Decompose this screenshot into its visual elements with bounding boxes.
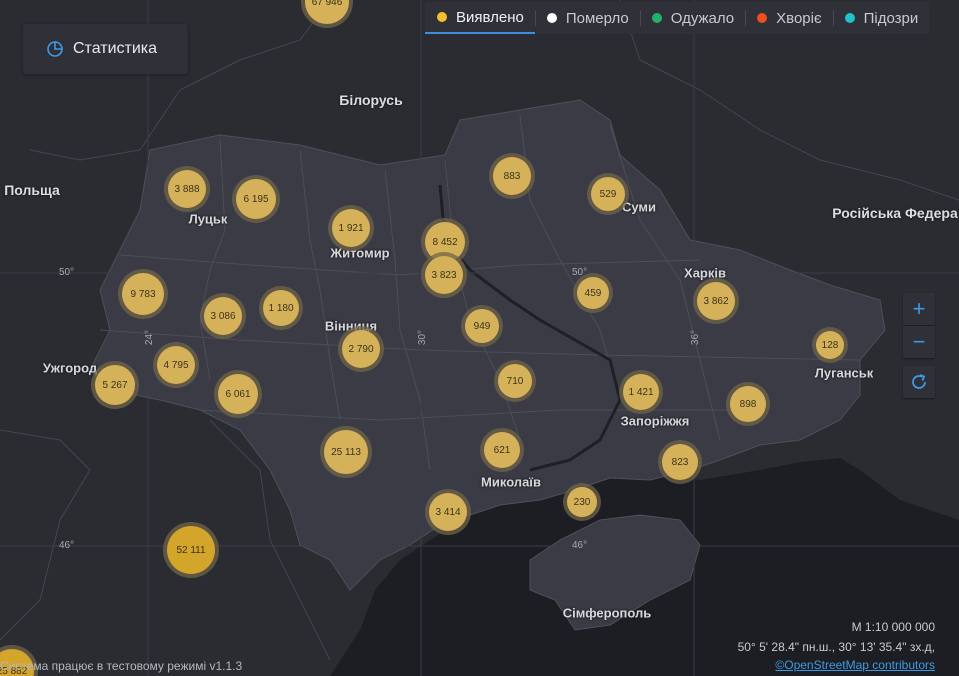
cluster-marker[interactable]: 5 267 [95,365,135,405]
city-label-mykolaiv: Миколаїв [481,474,541,490]
legend-tab-deaths[interactable]: Померло [534,2,640,34]
system-status-text: Система працює в тестовому режимі v1.1.3 [0,659,243,673]
cluster-marker[interactable]: 128 [816,331,844,359]
legend-tab-detected[interactable]: Виявлено [425,2,535,34]
cluster-marker[interactable]: 883 [493,157,531,195]
legend-label: Померло [565,9,629,27]
cluster-marker[interactable]: 2 790 [342,330,380,368]
cursor-coordinates: 50° 5' 28.4" пн.ш., 30° 13' 35.4" зх.д, [737,640,935,654]
plus-icon: + [912,296,926,321]
cluster-marker[interactable]: 1 180 [263,290,299,326]
dot-icon [651,13,662,23]
country-label-russia: Російська Федера [832,205,958,221]
legend-tabs: Виявлено Померло Одужало Хворіє Підозри [425,2,930,34]
cluster-marker[interactable]: 1 421 [623,374,659,410]
dot-icon [546,13,557,23]
city-label-luhansk: Луганськ [814,365,874,381]
osm-attribution-link[interactable]: ©OpenStreetMap contributors [775,658,935,672]
cluster-marker[interactable]: 823 [662,444,698,480]
reset-icon [912,374,926,389]
dot-icon [844,13,855,23]
cluster-marker[interactable]: 1 921 [332,209,370,247]
legend-label: Одужало [670,9,735,27]
grid-label-lon36: 36° [690,329,702,346]
cluster-marker[interactable]: 459 [577,277,609,309]
cluster-marker[interactable]: 9 783 [122,273,164,315]
dot-icon [437,12,447,22]
grid-label-lon30: 30° [417,329,429,346]
legend-label: Виявлено [456,8,524,26]
cluster-marker[interactable]: 710 [498,364,532,398]
pie-chart-icon [46,40,64,58]
city-label-kharkiv: Харків [684,265,726,281]
minus-icon: − [912,329,926,354]
legend-tab-sick[interactable]: Хворіє [745,2,832,34]
map-scale: М 1:10 000 000 [851,620,935,634]
cluster-marker[interactable]: 6 061 [218,374,258,414]
legend-tab-suspected[interactable]: Підозри [832,2,930,34]
cluster-marker[interactable]: 52 111 [167,526,215,574]
statistics-button[interactable]: Статистика [23,24,188,74]
country-label-belarus: Білорусь [339,92,403,108]
grid-label-lat46-mid: 46° [572,540,588,551]
zoom-in-button[interactable]: + [903,293,935,325]
reset-view-button[interactable] [903,366,935,398]
cluster-marker[interactable]: 25 113 [324,430,368,474]
city-label-lutsk: Луцьк [188,211,228,227]
zoom-out-button[interactable]: − [903,326,935,358]
cluster-marker[interactable]: 3 414 [429,493,467,531]
grid-label-lon24: 24° [144,329,156,346]
cluster-marker[interactable]: 621 [484,432,520,468]
cluster-marker[interactable]: 898 [730,386,766,422]
legend-label: Хворіє [776,9,822,27]
dot-icon [757,13,768,23]
cluster-marker[interactable]: 529 [591,177,625,211]
country-label-poland: Польща [4,182,60,198]
grid-label-lat50: 50° [59,267,75,278]
grid-label-lat46: 46° [59,540,75,551]
cluster-marker[interactable]: 3 862 [697,282,735,320]
statistics-button-label: Статистика [73,40,158,57]
city-label-sumy: Суми [621,199,657,215]
cluster-marker[interactable]: 4 795 [157,346,195,384]
city-label-uzhhorod: Ужгород [42,360,98,376]
legend-tab-recovered[interactable]: Одужало [639,2,745,34]
city-label-zhytomyr: Житомир [330,245,390,261]
cluster-marker[interactable]: 3 086 [204,297,242,335]
cluster-marker[interactable]: 3 823 [425,256,463,294]
cluster-marker[interactable]: 8 452 [425,222,465,262]
cluster-marker[interactable]: 949 [465,309,499,343]
legend-label: Підозри [863,9,919,27]
city-label-simferopol: Сімферополь [562,605,652,621]
cluster-marker[interactable]: 3 888 [168,170,206,208]
city-label-zaporizhzhia: Запоріжжя [620,413,690,429]
cluster-marker[interactable]: 230 [567,487,597,517]
city-label-vinnytsia: Вінниця [324,318,378,334]
grid-label-lat50-mid: 50° [572,267,588,278]
cluster-marker[interactable]: 6 195 [236,179,276,219]
